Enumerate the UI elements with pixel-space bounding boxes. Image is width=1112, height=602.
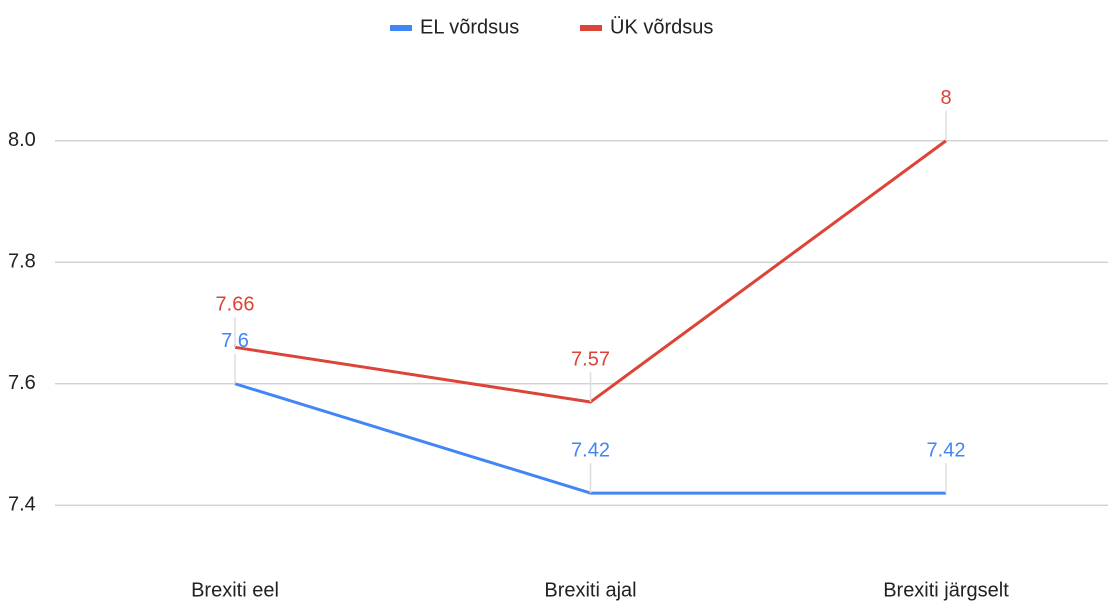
y-tick-label: 7.6 <box>8 372 36 394</box>
x-tick-label: Brexiti järgselt <box>883 579 1009 601</box>
data-label: 7.42 <box>927 439 966 461</box>
data-label: 7.57 <box>571 348 610 370</box>
data-label: 8 <box>940 87 951 109</box>
y-tick-label: 7.8 <box>8 251 36 273</box>
x-tick-label: Brexiti ajal <box>544 579 636 601</box>
legend-label: EL võrdsus <box>420 16 519 38</box>
data-label: 7.42 <box>571 439 610 461</box>
legend-label: ÜK võrdsus <box>610 16 713 38</box>
y-tick-label: 7.4 <box>8 494 36 516</box>
y-tick-label: 8.0 <box>8 129 36 151</box>
data-label: 7.66 <box>216 294 255 316</box>
x-tick-label: Brexiti eel <box>191 579 279 601</box>
